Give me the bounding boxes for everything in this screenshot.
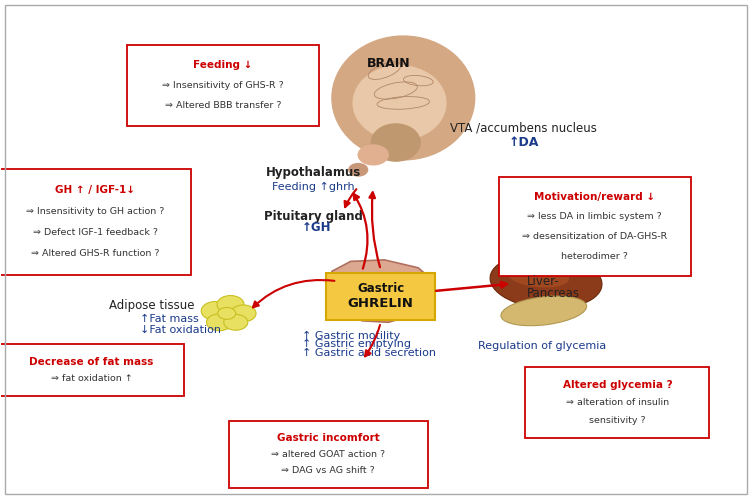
Text: BRAIN: BRAIN	[366, 57, 410, 70]
FancyBboxPatch shape	[0, 344, 183, 396]
Text: ⇒ desensitization of DA-GHS-R: ⇒ desensitization of DA-GHS-R	[523, 232, 667, 241]
Text: ⇒ Insensitivity of GHS-R ?: ⇒ Insensitivity of GHS-R ?	[162, 81, 284, 90]
Ellipse shape	[353, 274, 409, 303]
FancyBboxPatch shape	[127, 45, 319, 126]
Text: ⇒ Altered GHS-R function ?: ⇒ Altered GHS-R function ?	[31, 249, 160, 258]
Text: ⇒ Altered BBB transfer ?: ⇒ Altered BBB transfer ?	[165, 101, 281, 110]
Text: heterodimer ?: heterodimer ?	[562, 251, 628, 260]
Text: ↑ Gastric emptying: ↑ Gastric emptying	[302, 339, 411, 349]
Text: Hypothalamus: Hypothalamus	[265, 166, 360, 179]
Circle shape	[218, 307, 236, 319]
Text: ⇒ Insensitivity to GH action ?: ⇒ Insensitivity to GH action ?	[26, 207, 164, 216]
Circle shape	[201, 301, 230, 320]
Circle shape	[217, 295, 244, 313]
FancyBboxPatch shape	[326, 272, 435, 320]
Ellipse shape	[372, 124, 420, 161]
Text: ↓Fat oxidation: ↓Fat oxidation	[140, 325, 222, 335]
Ellipse shape	[349, 163, 368, 176]
Ellipse shape	[501, 296, 587, 326]
Text: GHRELIN: GHRELIN	[348, 297, 414, 310]
Text: Decrease of fat mass: Decrease of fat mass	[29, 357, 154, 367]
Text: Motivation/reward ↓: Motivation/reward ↓	[535, 192, 655, 202]
Text: ⇒ alteration of insulin: ⇒ alteration of insulin	[566, 398, 669, 407]
Text: Feeding ↓: Feeding ↓	[193, 60, 253, 70]
Text: ⇒ fat oxidation ↑: ⇒ fat oxidation ↑	[51, 374, 133, 383]
Ellipse shape	[490, 253, 602, 309]
Ellipse shape	[358, 145, 388, 165]
Text: Regulation of glycemia: Regulation of glycemia	[478, 341, 606, 351]
Text: Gastric: Gastric	[357, 282, 404, 295]
Text: ↑GH: ↑GH	[302, 221, 332, 234]
Text: Pituitary gland: Pituitary gland	[264, 210, 363, 223]
Ellipse shape	[353, 66, 446, 140]
Text: ⇒ less DA in limbic system ?: ⇒ less DA in limbic system ?	[528, 213, 662, 222]
Text: ↑DA: ↑DA	[508, 136, 538, 149]
FancyBboxPatch shape	[499, 177, 691, 276]
Text: Adipose tissue: Adipose tissue	[109, 299, 195, 312]
FancyBboxPatch shape	[0, 168, 191, 275]
Text: Feeding ↑ghrh: Feeding ↑ghrh	[272, 182, 354, 192]
Text: Altered glycemia ?: Altered glycemia ?	[562, 380, 673, 390]
FancyBboxPatch shape	[228, 421, 428, 488]
Text: ↑ Gastric motility: ↑ Gastric motility	[302, 331, 400, 341]
Ellipse shape	[332, 36, 475, 160]
Text: GH ↑ / IGF-1↓: GH ↑ / IGF-1↓	[55, 185, 135, 195]
Text: Liver-: Liver-	[527, 275, 560, 288]
Text: Gastric incomfort: Gastric incomfort	[277, 433, 379, 443]
FancyBboxPatch shape	[526, 367, 710, 438]
Text: Pancreas: Pancreas	[527, 287, 581, 300]
Text: sensitivity ?: sensitivity ?	[589, 416, 645, 425]
Circle shape	[231, 305, 256, 322]
Polygon shape	[332, 260, 434, 322]
Text: ↑ Gastric acid secretion: ↑ Gastric acid secretion	[302, 348, 436, 358]
Text: ⇒ DAG vs AG shift ?: ⇒ DAG vs AG shift ?	[281, 466, 375, 475]
Text: ⇒ altered GOAT action ?: ⇒ altered GOAT action ?	[271, 450, 385, 459]
Ellipse shape	[508, 265, 569, 287]
Circle shape	[207, 314, 232, 331]
Text: ↑Fat mass: ↑Fat mass	[140, 314, 199, 324]
Circle shape	[224, 314, 248, 330]
Text: VTA /accumbens nucleus: VTA /accumbens nucleus	[450, 121, 597, 134]
Text: ⇒ Defect IGF-1 feedback ?: ⇒ Defect IGF-1 feedback ?	[32, 228, 158, 237]
